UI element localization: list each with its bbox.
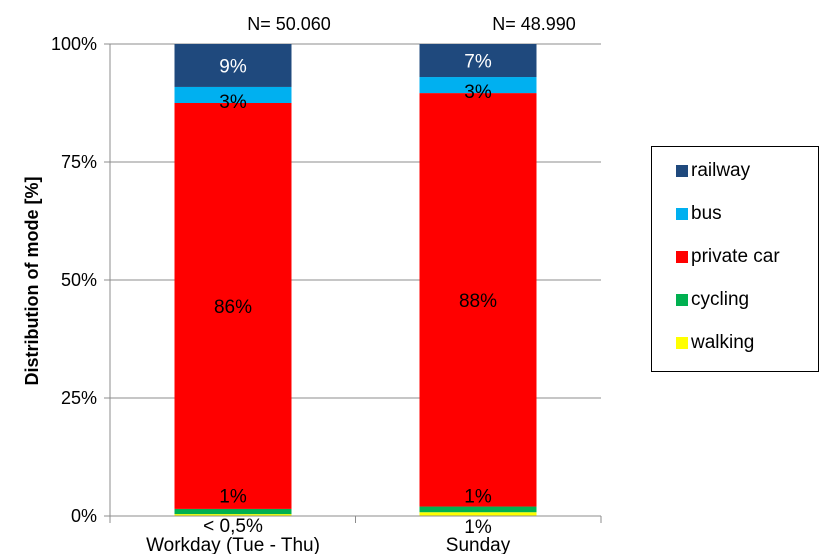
legend-label: private car — [691, 246, 780, 267]
y-tick-label: 100% — [51, 34, 97, 54]
data-label: 1% — [464, 517, 492, 538]
bar-segment-walking — [174, 514, 292, 516]
legend-item-railway: railway — [676, 159, 750, 183]
data-label: < 0,5% — [203, 516, 263, 537]
legend-label: cycling — [691, 289, 750, 310]
x-tick-label: Sunday — [446, 535, 511, 554]
y-tick-label: 0% — [71, 506, 97, 526]
legend-swatch — [676, 337, 688, 349]
axes: 0% 25% 50% 75% 100% Workday (Tue - Thu) N= 50.… — [51, 14, 602, 554]
bar-segment-walking — [419, 512, 537, 516]
data-label: 88% — [459, 291, 497, 312]
bar-segment-railway — [419, 44, 537, 78]
legend-item-private-car: private car — [676, 245, 780, 269]
legend-item-bus: bus — [676, 202, 722, 226]
bar-segment-bus — [174, 86, 292, 103]
bar-segment-bus — [419, 77, 537, 94]
data-label: 7% — [464, 52, 492, 73]
data-label: 3% — [464, 82, 492, 103]
legend-item-cycling: cycling — [676, 288, 749, 312]
data-label: 1% — [464, 486, 492, 507]
bars — [174, 44, 537, 516]
bar-segment-private-car — [419, 93, 537, 507]
legend-swatch — [676, 294, 688, 306]
legend-label: walking — [691, 332, 755, 353]
legend-label: railway — [691, 160, 751, 181]
bar-segment-private-car — [174, 103, 292, 509]
legend-item-walking: walking — [676, 331, 754, 355]
bar-segment-railway — [174, 44, 292, 87]
y-axis-title: Distribution of mode [%] — [22, 177, 42, 386]
data-label: 1% — [219, 487, 247, 508]
data-label: 9% — [219, 56, 247, 77]
legend-swatch — [676, 251, 688, 263]
legend: railway bus private car cycling walking — [651, 146, 819, 372]
x-tick-label: Workday (Tue - Thu) — [146, 535, 320, 554]
y-tick-label: 50% — [61, 270, 97, 290]
bar-segment-cycling — [174, 508, 292, 515]
legend-label: bus — [691, 203, 722, 224]
data-label: 3% — [219, 92, 247, 113]
y-tick-label: 75% — [61, 152, 97, 172]
legend-swatch — [676, 165, 688, 177]
y-tick-label: 25% — [61, 388, 97, 408]
sample-size-label: N= 48.990 — [492, 14, 576, 34]
data-label: 86% — [214, 297, 252, 318]
data-labels: < 0,5% 1% 86% 3% 9% 1% 1% 88% 3% 7% — [203, 52, 497, 539]
legend-swatch — [676, 208, 688, 220]
sample-size-label: N= 50.060 — [247, 14, 331, 34]
bar-segment-cycling — [419, 506, 537, 513]
